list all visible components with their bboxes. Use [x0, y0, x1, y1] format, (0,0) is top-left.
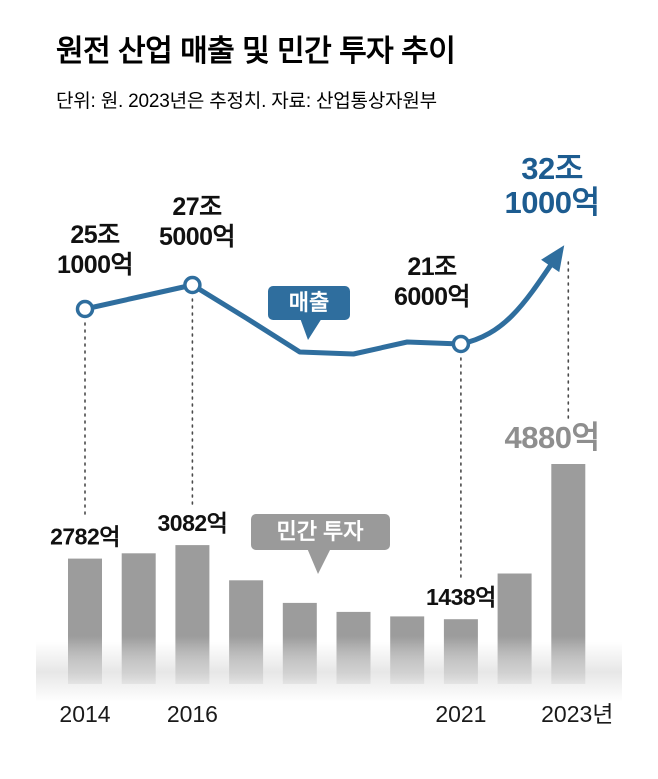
- data-point-2021: [451, 334, 471, 354]
- revenue-tag-box: [268, 286, 350, 320]
- data-point-2014: [75, 299, 95, 319]
- investment-value-label-2014: 2782억: [50, 524, 120, 550]
- revenue-value-label-2021: 21조: [407, 253, 457, 281]
- investment-tag-box: [251, 514, 390, 550]
- investment-value-label-2023: 4880억: [505, 420, 600, 455]
- x-tick-2021: 2021: [435, 701, 486, 727]
- revenue-tag-pointer: [300, 318, 322, 340]
- revenue-value-label-2023: 32조: [521, 151, 583, 186]
- revenue-value-label-2016: 27조: [172, 193, 222, 221]
- baseline-mist: [36, 642, 622, 702]
- revenue-line: [82, 245, 565, 357]
- revenue-value-label-2014: 25조: [70, 221, 120, 249]
- x-tick-2014: 2014: [59, 701, 110, 727]
- x-tick-2016: 2016: [167, 701, 218, 727]
- header: 원전 산업 매출 및 민간 투자 추이 단위: 원. 2023년은 추정치. 자…: [56, 34, 456, 113]
- revenue-value-label-2014: 1000억: [57, 251, 133, 279]
- revenue-value-label-2016: 5000억: [159, 223, 235, 251]
- revenue-value-label-2023: 1000억: [505, 185, 600, 220]
- page-title: 원전 산업 매출 및 민간 투자 추이: [56, 35, 456, 68]
- investment-value-label-2021: 1438억: [426, 584, 496, 610]
- data-point-2016: [183, 275, 202, 295]
- investment-tag-label: 민간 투자: [276, 519, 364, 544]
- investment-tag-pointer: [307, 548, 331, 574]
- x-tick-2023: 2023년: [541, 701, 613, 727]
- revenue-value-label-2021: 6000억: [394, 283, 470, 311]
- investment-value-label-2016: 3082억: [157, 510, 227, 536]
- subtitle: 단위: 원. 2023년은 추정치. 자료: 산업통상자원부: [56, 91, 437, 112]
- revenue-tag-label: 매출: [289, 290, 329, 315]
